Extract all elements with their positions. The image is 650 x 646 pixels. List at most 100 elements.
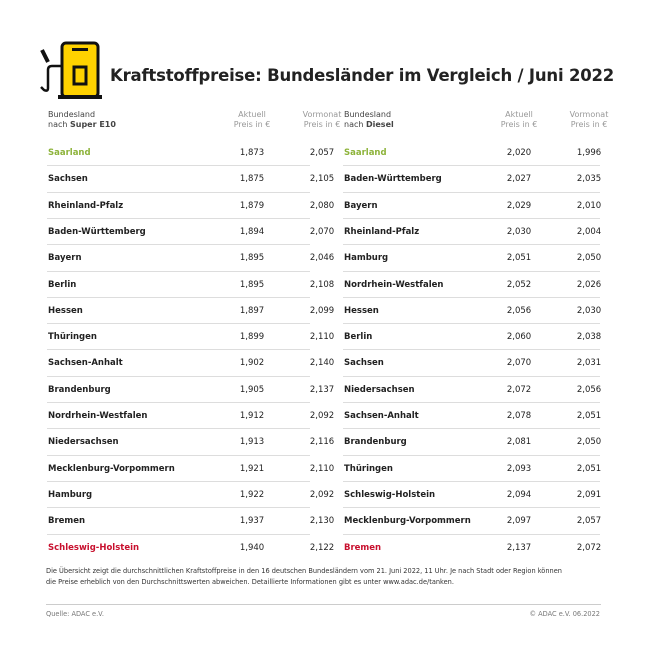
table-row: Bremen 2,137 2,072: [343, 533, 601, 561]
table-row: Baden-Württemberg 2,027 2,035: [343, 165, 601, 192]
footnote: Die Übersicht zeigt die durchschnittlich…: [46, 567, 562, 586]
state-name: Mecklenburg-Vorpommern: [48, 463, 175, 474]
previous-price: 2,110: [309, 463, 335, 474]
current-price: 2,094: [506, 489, 532, 500]
table-row: Hessen 2,056 2,030: [343, 296, 601, 324]
table-row: Berlin 2,060 2,038: [343, 323, 601, 350]
state-name: Saarland: [344, 148, 387, 158]
table-row: Berlin 1,895 2,108: [47, 270, 334, 298]
table-row: Saarland 2,020 1,996: [343, 139, 601, 166]
previous-price: 2,057: [576, 516, 602, 527]
state-name: Saarland: [48, 148, 91, 158]
previous-price: 2,091: [576, 489, 602, 500]
current-price: 1,875: [239, 174, 265, 185]
current-price: 1,899: [239, 332, 265, 343]
column-header: Aktuell Preis in €: [217, 110, 287, 130]
table-row: Rheinland-Pfalz 1,879 2,080: [47, 191, 334, 219]
previous-price: 2,108: [309, 279, 335, 290]
previous-price: 2,099: [309, 305, 335, 316]
state-name: Bayern: [48, 253, 82, 264]
state-name: Bremen: [344, 542, 382, 553]
state-name: Baden-Württemberg: [344, 174, 442, 185]
table-row: Mecklenburg-Vorpommern 1,921 2,110: [47, 454, 334, 482]
previous-price: 2,050: [576, 437, 602, 448]
previous-price: 2,140: [309, 358, 335, 369]
table-row: Sachsen-Anhalt 2,078 2,051: [343, 402, 601, 429]
price-table: Bundesland nach Diesel Aktuell Preis in € Vo…: [343, 0, 608, 570]
table-row: Hamburg 1,922 2,092: [47, 480, 334, 508]
previous-price: 2,070: [309, 226, 335, 237]
previous-price: 2,026: [576, 279, 602, 290]
previous-price: 2,122: [309, 542, 335, 553]
state-name: Mecklenburg-Vorpommern: [344, 516, 471, 527]
current-price: 1,922: [239, 489, 265, 500]
state-name: Hessen: [344, 305, 379, 316]
table-row: Hessen 1,897 2,099: [47, 296, 334, 324]
current-price: 2,020: [506, 148, 532, 158]
current-price: 1,895: [239, 279, 265, 290]
state-name: Rheinland-Pfalz: [48, 200, 124, 211]
header-text: nach: [344, 120, 364, 129]
table-row: Brandenburg 2,081 2,050: [343, 428, 601, 455]
state-name: Schleswig-Holstein: [48, 542, 140, 553]
title: Kraftstoffpreise: Bundesländer im Vergle…: [110, 66, 615, 85]
previous-price: 2,050: [576, 253, 602, 264]
state-name: Niedersachsen: [344, 384, 415, 395]
current-price: 1,902: [239, 358, 265, 369]
previous-price: 2,038: [576, 332, 602, 343]
header-line: nach Diesel: [344, 120, 394, 130]
current-price: 1,897: [239, 305, 265, 316]
current-price: 2,097: [506, 516, 532, 527]
header-line: Aktuell: [505, 110, 533, 119]
table-row: Niedersachsen 2,072 2,056: [343, 375, 601, 403]
table-row: Bremen 1,937 2,130: [47, 507, 334, 534]
state-name: Niedersachsen: [48, 437, 119, 448]
table-row: Saarland 1,873 2,057: [47, 139, 334, 166]
table-row: Brandenburg 1,905 2,137: [47, 375, 334, 403]
previous-price: 2,105: [309, 174, 335, 185]
copyright: © ADAC e.V. 06.2022: [529, 610, 600, 618]
table-row: Bayern 2,029 2,010: [343, 191, 601, 219]
current-price: 1,895: [239, 253, 265, 264]
state-name: Thüringen: [48, 332, 97, 343]
state-name: Thüringen: [344, 463, 393, 474]
previous-price: 2,072: [576, 542, 602, 553]
state-name: Bremen: [48, 516, 86, 527]
table-row: Thüringen 1,899 2,110: [47, 323, 334, 350]
table-row: Nordrhein-Westfalen 2,052 2,026: [343, 270, 601, 298]
table-row: Bayern 1,895 2,046: [47, 244, 334, 271]
current-price: 2,078: [506, 411, 532, 421]
current-price: 2,052: [506, 279, 532, 290]
previous-price: 2,092: [309, 411, 335, 421]
previous-price: 2,057: [309, 148, 335, 158]
previous-price: 2,035: [576, 174, 602, 185]
table-row: Mecklenburg-Vorpommern 2,097 2,057: [343, 507, 601, 534]
previous-price: 2,030: [576, 305, 602, 316]
table-row: Sachsen-Anhalt 1,902 2,140: [47, 349, 334, 376]
previous-price: 2,056: [576, 384, 602, 395]
table-row: Baden-Württemberg 1,894 2,070: [47, 217, 334, 245]
state-name: Bayern: [344, 200, 378, 211]
table-row: Nordrhein-Westfalen 1,912 2,092: [47, 402, 334, 429]
previous-price: 2,051: [576, 463, 602, 474]
header-line: Vormonat: [302, 110, 342, 119]
table-row: Sachsen 2,070 2,031: [343, 349, 601, 376]
state-name: Brandenburg: [48, 384, 111, 395]
state-name: Rheinland-Pfalz: [344, 226, 420, 237]
current-price: 1,894: [239, 226, 265, 237]
state-name: Baden-Württemberg: [48, 226, 146, 237]
header-line: nach Super E10: [48, 120, 116, 130]
current-price: 2,056: [506, 305, 532, 316]
state-name: Sachsen-Anhalt: [48, 358, 123, 369]
current-price: 2,030: [506, 226, 532, 237]
previous-price: 2,046: [309, 253, 335, 264]
current-price: 1,905: [239, 384, 265, 395]
state-name: Nordrhein-Westfalen: [344, 279, 444, 290]
table-row: Schleswig-Holstein 2,094 2,091: [343, 480, 601, 508]
previous-price: 2,010: [576, 200, 602, 211]
column-header: Aktuell Preis in €: [484, 110, 554, 130]
current-price: 2,072: [506, 384, 532, 395]
column-header: Vormonat Preis in €: [287, 110, 357, 130]
previous-price: 2,004: [576, 226, 602, 237]
